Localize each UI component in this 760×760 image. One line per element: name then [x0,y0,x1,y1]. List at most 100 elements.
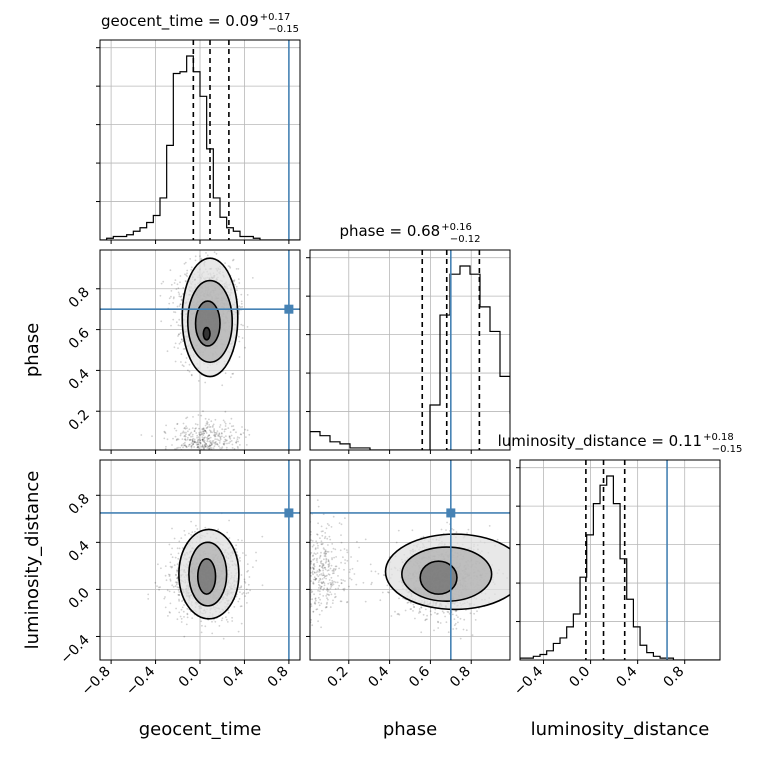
sample-point [190,445,193,448]
sample-point [326,569,329,572]
sample-point [238,305,241,308]
sample-point [193,440,196,443]
sample-point [190,245,192,247]
sample-point [224,410,227,413]
sample-point [190,445,193,448]
sample-point [222,419,225,422]
sample-point [246,570,249,573]
sample-point [185,431,187,434]
sample-point [217,462,219,464]
sample-point [226,453,228,455]
sample-point [243,580,246,583]
sample-point [225,618,228,621]
sample-point [223,428,226,431]
sample-point [177,586,180,589]
sample-point [244,595,247,597]
sample-point [240,585,243,587]
sample-point [202,438,204,441]
sample-point [217,439,220,441]
sample-point [218,445,220,448]
sample-point [213,435,216,438]
sample-point [172,318,175,321]
sample-point [201,438,204,441]
sample-point [175,439,178,442]
sample-point [323,584,326,587]
sample-point [313,563,316,565]
sample-point [209,444,212,447]
sample-point [190,431,193,434]
sample-point [293,560,295,562]
sample-point [159,586,162,588]
sample-point [326,574,328,577]
contour [178,528,240,620]
sample-point [325,577,327,580]
sample-point [210,444,213,447]
sample-point [318,571,320,573]
sample-point [197,443,199,445]
sample-point [178,591,181,593]
sample-point [301,591,303,593]
sample-point [242,432,245,434]
sample-point [186,612,189,615]
sample-point [331,569,334,572]
sample-point [164,574,167,577]
sample-point [330,593,333,596]
sample-point [232,425,235,427]
sample-point [179,281,181,284]
sample-point [202,440,205,443]
sample-point [424,608,427,611]
sample-point [474,619,477,621]
sample-point [209,444,212,447]
sample-point [312,581,315,584]
sample-point [174,463,176,465]
sample-point [261,535,264,538]
sample-point [214,620,217,623]
sample-point [467,528,470,531]
sample-point [208,445,211,448]
sample-point [179,275,182,277]
sample-point [231,616,234,619]
sample-point [181,606,184,609]
sample-point [398,597,400,600]
sample-point [418,608,421,610]
sample-point [241,539,243,542]
sample-point [237,630,240,633]
sample-point [176,582,178,584]
sample-point [328,535,331,538]
sample-point [328,564,331,566]
sample-point [197,414,200,416]
sample-point [174,360,177,363]
sample-point [234,456,236,458]
title-upper: +0.18 [703,432,734,443]
sample-point [193,454,195,456]
sample-point [314,578,317,581]
sample-point [227,611,230,614]
sample-point [164,606,167,609]
sample-point [235,544,238,547]
sample-point [204,417,207,420]
sample-point [229,435,231,438]
sample-point [192,456,194,458]
sample-point [182,340,184,343]
sample-point [312,567,315,569]
sample-point [212,441,215,444]
sample-point [188,428,191,431]
sample-point [214,418,217,421]
sample-point [191,433,194,436]
sample-point [302,548,304,550]
sample-point [319,564,321,567]
sample-point [202,410,204,413]
contour [181,257,239,378]
sample-point [191,439,194,442]
sample-point [312,567,315,569]
sample-point [231,447,234,449]
sample-point [190,373,193,376]
sample-point [183,444,185,447]
sample-point [217,528,220,531]
sample-point [340,582,343,585]
hist-panel-geocent_time: geocent_time = 0.09+0.17 −0.15 [96,12,301,241]
sample-point [203,444,206,446]
sample-point [225,435,227,438]
sample-point [517,575,519,577]
sample-point [197,441,199,443]
